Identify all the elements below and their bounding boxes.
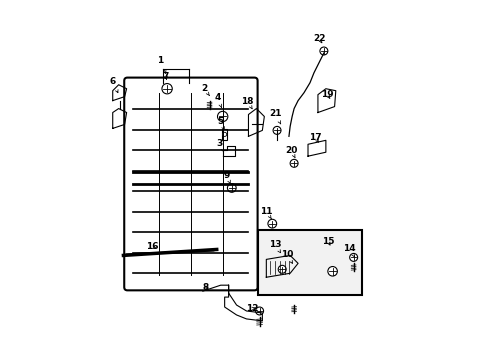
Text: 22: 22 — [312, 34, 325, 43]
Circle shape — [289, 159, 298, 167]
Circle shape — [327, 266, 337, 276]
Circle shape — [162, 84, 172, 94]
Text: 17: 17 — [308, 133, 321, 142]
Text: 12: 12 — [245, 304, 258, 313]
Text: 5: 5 — [217, 117, 224, 130]
Text: 16: 16 — [146, 242, 158, 251]
Text: 9: 9 — [223, 171, 230, 183]
Text: 19: 19 — [320, 90, 333, 99]
Circle shape — [267, 219, 276, 228]
Circle shape — [319, 47, 327, 55]
Text: 10: 10 — [281, 251, 293, 264]
FancyBboxPatch shape — [124, 78, 257, 291]
Text: 8: 8 — [202, 283, 208, 292]
Text: 2: 2 — [201, 84, 209, 95]
Circle shape — [349, 253, 357, 261]
Text: 13: 13 — [269, 240, 281, 253]
Text: 4: 4 — [214, 93, 221, 107]
Text: 18: 18 — [241, 97, 253, 109]
Circle shape — [217, 111, 227, 122]
Text: 14: 14 — [343, 244, 355, 257]
Circle shape — [278, 265, 285, 273]
Text: 3: 3 — [216, 139, 223, 152]
Bar — [258, 230, 361, 295]
Bar — [222, 129, 227, 140]
Text: 15: 15 — [321, 237, 333, 246]
Text: 11: 11 — [260, 207, 272, 219]
Circle shape — [272, 126, 281, 134]
Circle shape — [222, 132, 226, 136]
Text: 7: 7 — [163, 72, 169, 81]
Text: 6: 6 — [109, 77, 118, 93]
Text: 21: 21 — [269, 109, 281, 124]
Text: 1: 1 — [157, 56, 165, 73]
Text: 20: 20 — [285, 146, 297, 158]
Circle shape — [227, 184, 236, 192]
Circle shape — [255, 307, 263, 315]
